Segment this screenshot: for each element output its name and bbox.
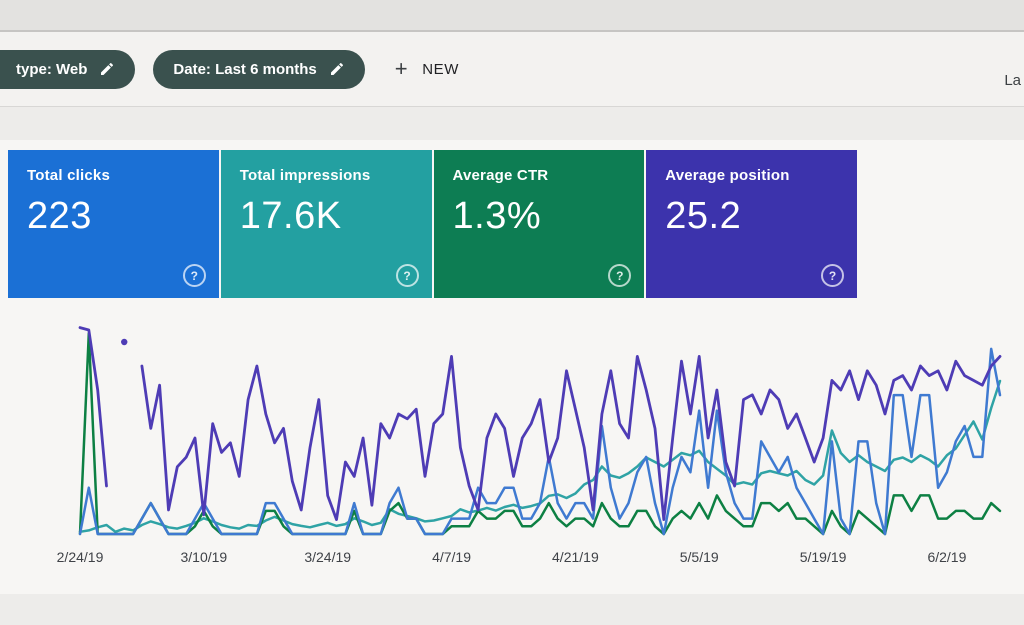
traffic-chart[interactable]: 2/24/19 3/10/19 3/24/19 4/7/19 4/21/19 5/5/19… (8, 312, 1016, 572)
metric-card-total-impressions[interactable]: Total impressions 17.6K ? (220, 150, 432, 298)
metric-card-total-clicks[interactable]: Total clicks 223 ? (8, 150, 219, 298)
series-line-clicks (78, 347, 1002, 536)
x-axis-tick-label: 2/24/19 (57, 549, 104, 565)
filter-toolbar: type: Web Date: Last 6 months + NEW La (0, 32, 1024, 107)
x-axis-tick-label: 3/10/19 (180, 549, 227, 565)
metric-label: Total impressions (239, 167, 371, 184)
x-axis-tick-label: 5/5/19 (680, 549, 719, 565)
filter-chip-label: Date: Last 6 months (173, 60, 317, 78)
x-axis-tick-label: 3/24/19 (304, 549, 351, 565)
help-icon[interactable]: ? (395, 264, 419, 287)
filter-chip-date-range[interactable]: Date: Last 6 months (153, 49, 365, 89)
metric-label: Total clicks (27, 167, 110, 184)
plus-icon: + (394, 56, 409, 81)
x-axis-tick-label: 6/2/19 (927, 549, 966, 565)
help-icon[interactable]: ? (608, 264, 632, 287)
help-icon[interactable]: ? (182, 264, 206, 287)
filter-chip-label: type: Web (16, 60, 88, 78)
new-filter-button[interactable]: + NEW (395, 58, 459, 80)
report-panel: Total clicks 223 ? Total impressions 17.… (0, 140, 1024, 594)
last-updated-partial-text: La (1004, 72, 1021, 89)
series-line-position (140, 355, 1002, 522)
x-axis-tick-label: 5/19/19 (800, 549, 847, 565)
series-line-position (78, 326, 108, 488)
metric-card-average-position[interactable]: Average position 25.2 ? (646, 150, 857, 298)
help-icon[interactable]: ? (821, 264, 844, 287)
metric-value: 17.6K (239, 195, 342, 237)
metric-value: 25.2 (665, 195, 742, 237)
chart-area: 2/24/19 3/10/19 3/24/19 4/7/19 4/21/19 5/5/19… (8, 312, 1024, 577)
new-filter-label: NEW (422, 60, 460, 78)
metric-card-average-ctr[interactable]: Average CTR 1.3% ? (433, 150, 645, 298)
metric-cards-row: Total clicks 223 ? Total impressions 17.… (8, 150, 857, 298)
edit-pencil-icon[interactable] (99, 61, 115, 77)
edit-pencil-icon[interactable] (329, 61, 345, 77)
filter-chip-search-type[interactable]: type: Web (0, 49, 136, 89)
x-axis-tick-label: 4/7/19 (432, 549, 471, 565)
series-point-position (121, 338, 128, 346)
metric-label: Average CTR (452, 167, 549, 184)
metric-label: Average position (665, 167, 790, 184)
metric-value: 1.3% (452, 195, 542, 237)
metric-value: 223 (27, 195, 92, 237)
x-axis-tick-label: 4/21/19 (552, 549, 599, 565)
screen-top-band (0, 0, 1024, 32)
